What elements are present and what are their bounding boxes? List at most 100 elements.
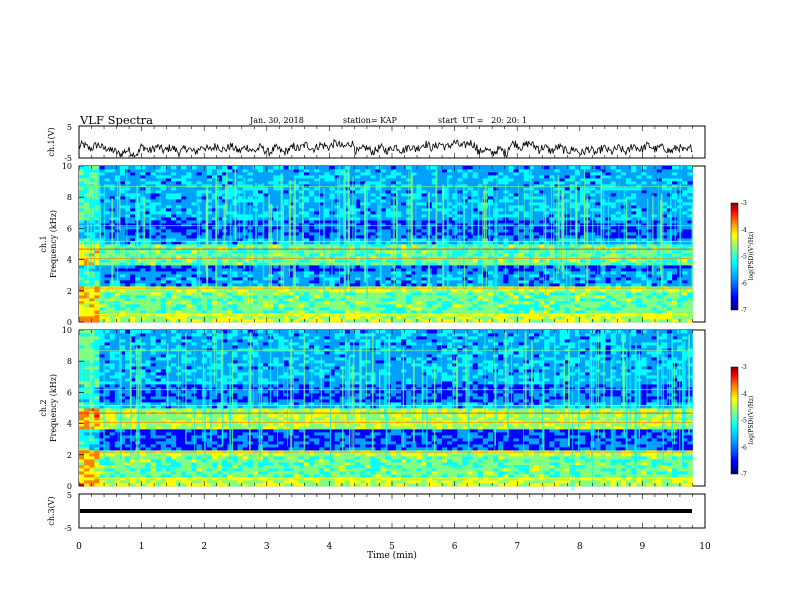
- spectrogram-cell: [319, 199, 325, 203]
- spectrogram-cell: [314, 217, 320, 221]
- spectrogram-cell: [176, 310, 182, 314]
- spectrogram-cell: [436, 211, 443, 215]
- spectrogram-cell: [513, 289, 520, 293]
- spectrogram-cell: [401, 241, 407, 245]
- spectrogram-cell: [217, 301, 223, 305]
- spectrogram-cell: [436, 307, 443, 311]
- spectrogram-cell: [395, 310, 402, 314]
- spectrogram-cell: [104, 169, 111, 173]
- spectrogram-cell: [206, 226, 213, 230]
- spectrogram-cell: [564, 184, 571, 188]
- spectrogram-cell: [171, 283, 177, 287]
- spectrogram-cell: [534, 253, 540, 257]
- spectrogram-cell: [528, 310, 535, 314]
- spectrogram-cell: [544, 244, 550, 248]
- spectrogram-cell: [370, 187, 376, 191]
- spectrogram-cell: [549, 259, 555, 263]
- spectrogram-cell: [534, 232, 540, 236]
- spectrogram-cell: [278, 301, 284, 305]
- spectrogram-cell: [431, 310, 438, 314]
- spectrogram-cell: [288, 220, 295, 224]
- spectrogram-cell: [375, 292, 382, 296]
- spectrogram-cell: [273, 298, 279, 302]
- spectrogram-cell: [125, 166, 131, 170]
- spectrogram-cell: [104, 205, 111, 209]
- spectrogram-cell: [513, 223, 520, 227]
- spectrogram-cell: [104, 187, 111, 191]
- spectrogram-cell: [508, 226, 514, 230]
- spectrogram-cell: [498, 265, 504, 269]
- spectrogram-cell: [160, 217, 167, 221]
- spectrogram-cell: [79, 280, 85, 284]
- spectrogram-cell: [288, 187, 295, 191]
- spectrogram-cell: [171, 193, 177, 197]
- spectrogram-cell: [79, 241, 85, 245]
- spectrogram-cell: [462, 208, 468, 212]
- spectrogram-cell: [401, 253, 407, 257]
- spectrogram-cell: [99, 220, 105, 224]
- spectrogram-cell: [99, 199, 105, 203]
- spectrogram-cell: [477, 268, 484, 272]
- spectrogram-cell: [472, 319, 479, 323]
- spectrogram-cell: [165, 205, 172, 209]
- spectrogram-cell: [211, 193, 218, 197]
- spectrogram-cell: [487, 211, 494, 215]
- spectrogram-cell: [79, 202, 85, 206]
- spectrogram-cell: [257, 319, 264, 323]
- spectrogram-cell: [452, 298, 458, 302]
- spectrogram-cell: [237, 292, 243, 296]
- spectrogram-cell: [528, 304, 535, 308]
- spectrogram-cell: [416, 187, 422, 191]
- spectrogram-cell: [140, 307, 146, 311]
- spectrogram-cell: [206, 307, 213, 311]
- spectrogram-cell: [89, 172, 95, 176]
- spectrogram-cell: [119, 238, 126, 242]
- spectrogram-cell: [125, 271, 131, 275]
- spectrogram-cell: [498, 292, 504, 296]
- spectrogram-cell: [534, 172, 540, 176]
- spectrogram-cell: [375, 178, 382, 182]
- spectrogram-cell: [462, 310, 468, 314]
- spectrogram-cell: [498, 238, 504, 242]
- spectrogram-cell: [549, 316, 555, 320]
- spectrogram-cell: [130, 250, 136, 254]
- spectrogram-cell: [99, 271, 105, 275]
- spectrogram-cell: [462, 316, 468, 320]
- spectrogram-cell: [564, 301, 571, 305]
- spectrogram-cell: [380, 310, 387, 314]
- spectrogram-cell: [186, 310, 192, 314]
- spectrogram-cell: [84, 283, 90, 287]
- spectrogram-cell: [217, 283, 223, 287]
- spectrogram-cell: [436, 262, 443, 266]
- spectrogram-cell: [130, 226, 136, 230]
- spectrogram-cell: [99, 274, 105, 278]
- spectrogram-cell: [355, 220, 361, 224]
- spectrogram-cell: [462, 169, 468, 173]
- spectrogram-cell: [365, 175, 371, 179]
- spectrogram-cell: [145, 169, 151, 173]
- spectrogram-cell: [436, 304, 443, 308]
- spectrogram-cell: [564, 274, 571, 278]
- spectrogram-cell: [411, 199, 417, 203]
- spectrogram-cell: [160, 289, 167, 293]
- spectrogram-cell: [140, 169, 146, 173]
- spectrogram-cell: [544, 319, 550, 323]
- spectrogram-cell: [303, 277, 310, 281]
- spectrogram-cell: [89, 298, 95, 302]
- spectrogram-cell: [283, 208, 289, 212]
- spectrogram-cell: [257, 316, 264, 320]
- spectrogram-cell: [319, 241, 325, 245]
- spectrogram-cell: [447, 301, 453, 305]
- spectrogram-cell: [130, 217, 136, 221]
- spectrogram-cell: [441, 268, 448, 272]
- spectrogram-cell: [329, 295, 336, 299]
- spectrogram-cell: [79, 307, 85, 311]
- spectrogram-cell: [380, 277, 387, 281]
- spectrogram-cell: [232, 319, 238, 323]
- spectrogram-cell: [130, 166, 136, 170]
- spectrogram-cell: [125, 289, 131, 293]
- spectrogram-cell: [462, 262, 468, 266]
- spectrogram-cell: [441, 175, 448, 179]
- spectrogram-cell: [196, 175, 203, 179]
- spectrogram-cell: [493, 172, 499, 176]
